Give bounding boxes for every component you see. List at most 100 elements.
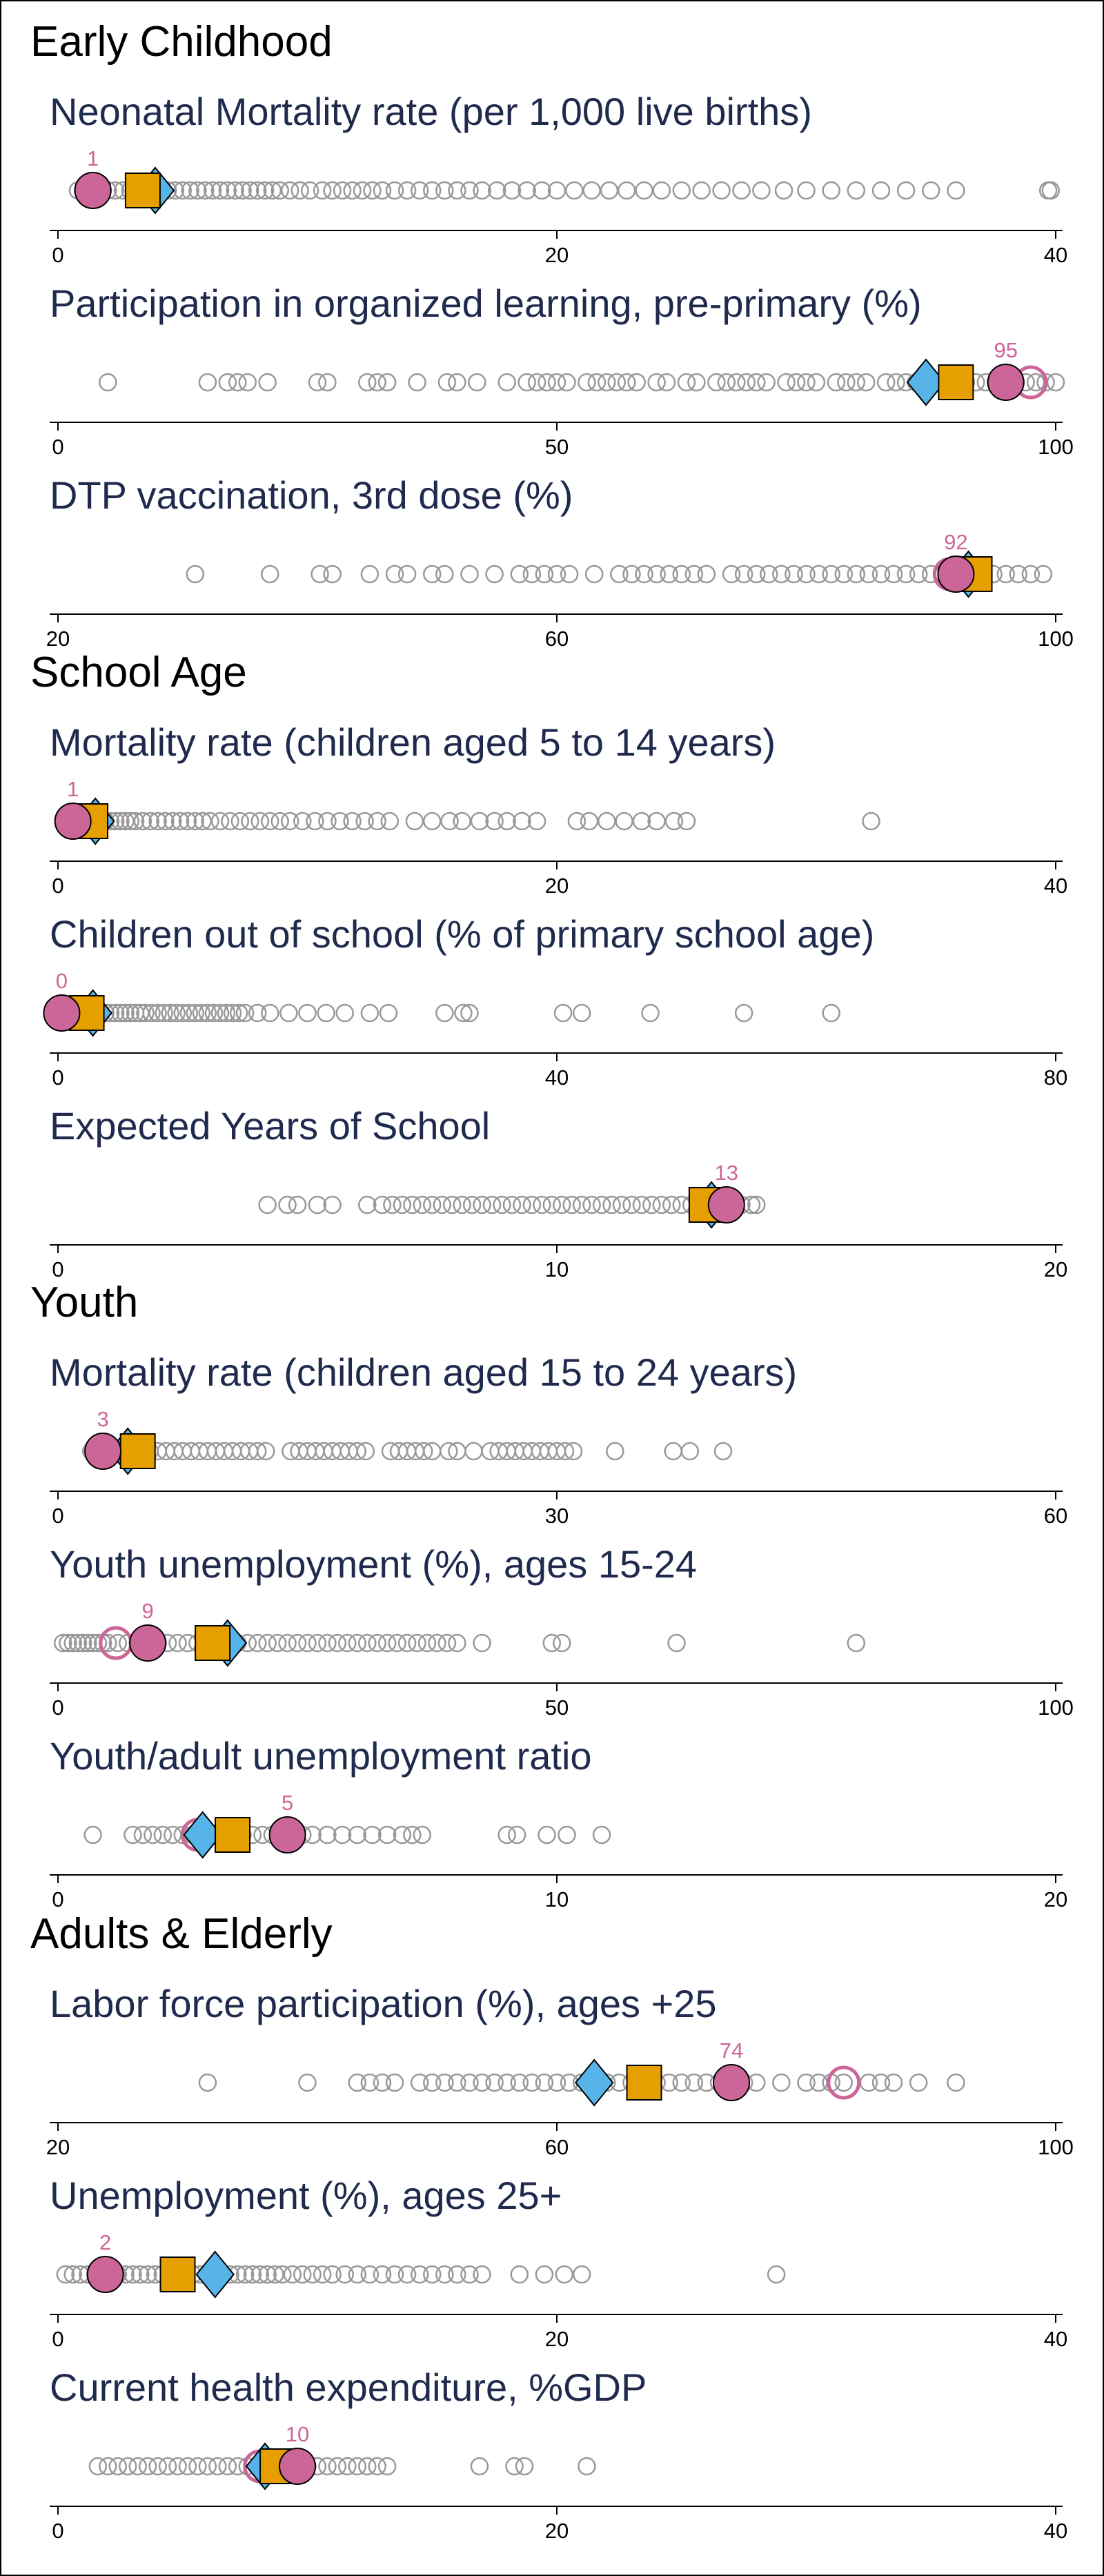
tick-label: 0 bbox=[52, 1695, 63, 1720]
comparison-point bbox=[373, 2073, 392, 2092]
comparison-point bbox=[632, 1195, 651, 1215]
comparison-point bbox=[485, 812, 504, 831]
comparison-point bbox=[318, 373, 337, 392]
dot-plot: 0 50 100 9 bbox=[50, 1599, 1074, 1720]
comparison-point bbox=[1009, 564, 1028, 584]
comparison-point bbox=[388, 1633, 406, 1653]
comparison-point bbox=[547, 2073, 566, 2092]
comparison-point bbox=[318, 812, 337, 831]
comparison-point bbox=[847, 373, 866, 392]
tick-label: 100 bbox=[1038, 2135, 1074, 2159]
comparison-point bbox=[248, 1633, 267, 1653]
comparison-point bbox=[368, 812, 386, 831]
comparison-point bbox=[293, 812, 312, 831]
country-value-label: 74 bbox=[720, 2038, 743, 2063]
comparison-point bbox=[168, 2457, 187, 2476]
comparison-point bbox=[248, 181, 267, 200]
comparison-point bbox=[672, 181, 691, 200]
comparison-point bbox=[241, 181, 259, 200]
comparison-point bbox=[513, 1195, 531, 1215]
comparison-point bbox=[377, 373, 397, 392]
comparison-point bbox=[273, 2265, 292, 2284]
comparison-point bbox=[385, 2265, 404, 2284]
comparison-point bbox=[300, 181, 319, 200]
square-marker bbox=[215, 1817, 251, 1853]
comparison-point bbox=[368, 2457, 386, 2476]
comparison-point bbox=[360, 564, 379, 584]
country-marker bbox=[268, 1816, 306, 1854]
comparison-point bbox=[377, 1825, 397, 1845]
comparison-point bbox=[99, 373, 117, 392]
comparison-point bbox=[717, 373, 736, 392]
comparison-point bbox=[487, 181, 506, 200]
comparison-point bbox=[108, 1633, 128, 1653]
comparison-point bbox=[293, 2265, 312, 2284]
panel-title: Children out of school (% of primary sch… bbox=[50, 912, 875, 956]
comparison-point bbox=[493, 1195, 511, 1215]
comparison-point bbox=[797, 564, 816, 584]
comparison-point bbox=[403, 1825, 422, 1845]
tick-label: 60 bbox=[1044, 1504, 1067, 1528]
comparison-point bbox=[148, 2457, 167, 2476]
comparison-point bbox=[331, 812, 349, 831]
comparison-point bbox=[847, 564, 866, 584]
comparison-point bbox=[270, 181, 289, 200]
comparison-point bbox=[303, 1825, 322, 1845]
comparison-point bbox=[348, 2457, 367, 2476]
comparison-point bbox=[393, 1825, 412, 1845]
comparison-point bbox=[298, 1003, 317, 1023]
comparison-point bbox=[847, 1633, 866, 1653]
comparison-point bbox=[518, 373, 536, 392]
comparison-point bbox=[238, 373, 257, 392]
comparison-point bbox=[642, 1195, 661, 1215]
comparison-point bbox=[533, 1195, 551, 1215]
comparison-point bbox=[684, 564, 704, 584]
comparison-point bbox=[871, 564, 891, 584]
comparison-point bbox=[822, 564, 840, 584]
comparison-point bbox=[538, 373, 556, 392]
comparison-point bbox=[510, 2265, 529, 2284]
comparison-point bbox=[348, 1442, 367, 1461]
comparison-point bbox=[198, 373, 217, 392]
comparison-point bbox=[727, 373, 746, 392]
comparison-point bbox=[63, 1633, 82, 1653]
comparison-point bbox=[542, 1633, 562, 1653]
comparison-point bbox=[250, 812, 270, 831]
comparison-point bbox=[198, 2073, 217, 2092]
comparison-point bbox=[510, 2073, 529, 2092]
comparison-point bbox=[283, 2265, 302, 2284]
comparison-point bbox=[652, 1195, 671, 1215]
comparison-point bbox=[827, 373, 846, 392]
tick-label: 20 bbox=[545, 2519, 569, 2543]
comparison-point bbox=[397, 2265, 417, 2284]
panel-title: Expected Years of School bbox=[50, 1104, 491, 1148]
comparison-point bbox=[261, 1003, 279, 1023]
comparison-point bbox=[373, 1195, 392, 1215]
dot-plot: 0 10 20 5 bbox=[50, 1791, 1067, 1911]
comparison-point bbox=[473, 2265, 491, 2284]
comparison-point bbox=[1046, 373, 1065, 392]
comparison-point bbox=[333, 1825, 352, 1845]
comparison-point bbox=[807, 373, 826, 392]
comparison-point bbox=[672, 2073, 691, 2092]
comparison-point bbox=[437, 1633, 457, 1653]
comparison-point bbox=[502, 1195, 522, 1215]
comparison-point bbox=[996, 564, 1015, 584]
comparison-point bbox=[88, 1633, 108, 1653]
comparison-point bbox=[230, 812, 250, 831]
comparison-point bbox=[667, 1633, 686, 1653]
tick-label: 50 bbox=[545, 1695, 569, 1720]
comparison-point bbox=[348, 2265, 367, 2284]
comparison-point bbox=[53, 1633, 72, 1653]
comparison-point bbox=[335, 2265, 354, 2284]
comparison-point bbox=[460, 564, 479, 584]
comparison-point bbox=[217, 1003, 236, 1023]
comparison-point bbox=[497, 812, 516, 831]
comparison-point bbox=[448, 1633, 466, 1653]
comparison-point bbox=[582, 1195, 601, 1215]
comparison-point bbox=[448, 373, 466, 392]
comparison-point bbox=[288, 1633, 307, 1653]
comparison-point bbox=[662, 1195, 681, 1215]
comparison-point bbox=[360, 2073, 379, 2092]
